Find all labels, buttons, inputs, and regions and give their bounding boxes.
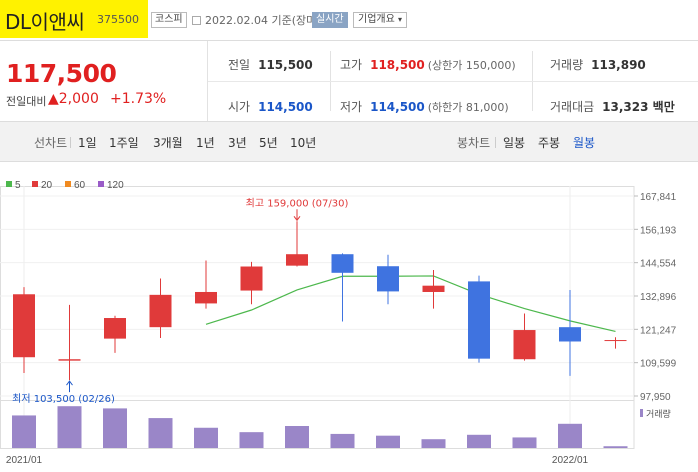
candle-body — [468, 281, 490, 359]
change-percent: +1.73% — [110, 91, 167, 107]
volume-bar — [421, 439, 446, 448]
period-1y[interactable]: 1년 — [196, 136, 215, 150]
plot-frame — [0, 186, 635, 449]
change-label: 전일대비 — [6, 95, 47, 108]
period-10y[interactable]: 10년 — [290, 136, 317, 150]
volume-bar — [239, 432, 264, 448]
price-summary: 117,500 전일대비 ▲2,000 +1.73% 전일 115,500 고가 1… — [0, 40, 698, 122]
volume-legend-swatch — [640, 409, 643, 417]
base-date-text: 2022.02.04 기준(장마감) — [205, 14, 331, 27]
candle-body — [149, 294, 172, 328]
y-tick-label: 144,554 — [640, 259, 677, 270]
candle-body — [331, 254, 354, 273]
volume-bar — [103, 408, 127, 448]
candle-body — [104, 318, 126, 339]
stock-name: DL이앤씨 — [5, 10, 85, 34]
candle-body — [604, 340, 627, 342]
y-tick-label: 167,841 — [640, 192, 677, 203]
legend-swatch-120 — [98, 181, 104, 187]
candle-body — [240, 266, 263, 291]
stat-open: 시가 114,500 — [228, 100, 313, 114]
volume-bar — [330, 433, 355, 448]
volume-legend-label: 거래량 — [646, 408, 671, 420]
period-3m[interactable]: 3개월 — [153, 136, 183, 150]
stock-header: DL이앤씨 375500 코스피 2022.02.04 기준(장마감) 실시간 … — [0, 0, 698, 40]
candle-chart-label: 봉차트 — [457, 136, 491, 150]
candle-body — [559, 327, 581, 342]
candle-body — [422, 285, 445, 292]
candle-body — [286, 254, 308, 266]
name-highlight — [0, 0, 148, 38]
period-1w[interactable]: 1주일 — [109, 136, 139, 150]
y-tick-label: 156,193 — [640, 225, 677, 236]
volume-bar — [148, 418, 173, 448]
period-3y[interactable]: 3년 — [228, 136, 247, 150]
row-divider — [208, 81, 698, 82]
company-overview-label: 기업개요 — [358, 14, 395, 25]
current-price: 117,500 — [6, 59, 117, 88]
separator — [70, 137, 71, 148]
stat-amount: 거래대금 13,323 백만 — [550, 100, 675, 114]
period-bar: 선차트 1일 1주일 3개월 1년 3년 5년 10년 봉차트 일봉 주봉 월봉 — [0, 122, 698, 162]
volume-bar — [285, 426, 309, 448]
x-tick-label: 2022/01 — [552, 455, 589, 466]
volume-bar — [376, 435, 400, 448]
period-1d[interactable]: 1일 — [78, 136, 97, 150]
candle-weekly[interactable]: 주봉 — [538, 136, 561, 150]
change-value: ▲2,000 — [48, 91, 99, 107]
candle-monthly[interactable]: 월봉 — [573, 136, 596, 150]
market-badge: 코스피 — [151, 12, 187, 28]
volume-bar — [603, 446, 628, 448]
volume-bar — [558, 423, 582, 448]
candlestick-chart: 5 20 60 120 167,841 156,193 144,554 132,896 121,… — [0, 180, 677, 466]
candle-daily[interactable]: 일봉 — [503, 136, 526, 150]
volume-bar — [512, 437, 537, 448]
legend-label-5: 5 — [15, 180, 21, 191]
volume-bar — [467, 434, 491, 448]
stat-high: 고가 118,500 (상한가 150,000) — [340, 58, 516, 72]
legend-swatch-20 — [32, 181, 38, 187]
legend-swatch-60 — [65, 181, 71, 187]
candle-body — [195, 291, 217, 304]
volume-bar — [12, 415, 36, 448]
legend-label-60: 60 — [74, 180, 86, 191]
candle-body — [513, 330, 536, 360]
chevron-down-icon: ▾ — [398, 15, 403, 24]
stat-low: 저가 114,500 (하한가 81,000) — [340, 100, 509, 114]
y-tick-label: 109,599 — [640, 359, 677, 370]
volume-bar — [57, 406, 82, 448]
candle-body — [58, 359, 81, 361]
legend-label-120: 120 — [107, 180, 124, 191]
volume-bar — [194, 427, 218, 448]
divider — [207, 41, 208, 121]
ma5-line — [205, 275, 616, 333]
stock-code: 375500 — [97, 13, 139, 26]
high-annotation: 최고 159,000 (07/30) — [246, 197, 349, 209]
high-arrow-head — [293, 215, 301, 222]
low-arrow-head — [66, 380, 73, 386]
period-5y[interactable]: 5년 — [259, 136, 278, 150]
low-annotation: 최저 103,500 (02/26) — [12, 393, 115, 405]
candle-body — [377, 266, 399, 292]
y-tick-label: 132,896 — [640, 292, 677, 303]
calendar-icon — [192, 16, 201, 25]
legend-swatch-5 — [6, 181, 12, 187]
realtime-button[interactable]: 실시간 — [312, 12, 348, 28]
company-overview-button[interactable]: 기업개요 ▾ — [353, 12, 408, 28]
stat-prev: 전일 115,500 — [228, 58, 313, 72]
legend-label-20: 20 — [41, 180, 53, 191]
separator — [495, 137, 496, 148]
y-tick-label: 97,950 — [640, 392, 671, 403]
x-tick-label: 2021/01 — [6, 455, 43, 466]
stat-volume: 거래량 113,890 — [550, 58, 646, 72]
base-date: 2022.02.04 기준(장마감) — [192, 12, 331, 28]
candle-body — [13, 294, 35, 358]
line-chart-label: 선차트 — [34, 136, 68, 150]
y-tick-label: 121,247 — [640, 325, 677, 336]
